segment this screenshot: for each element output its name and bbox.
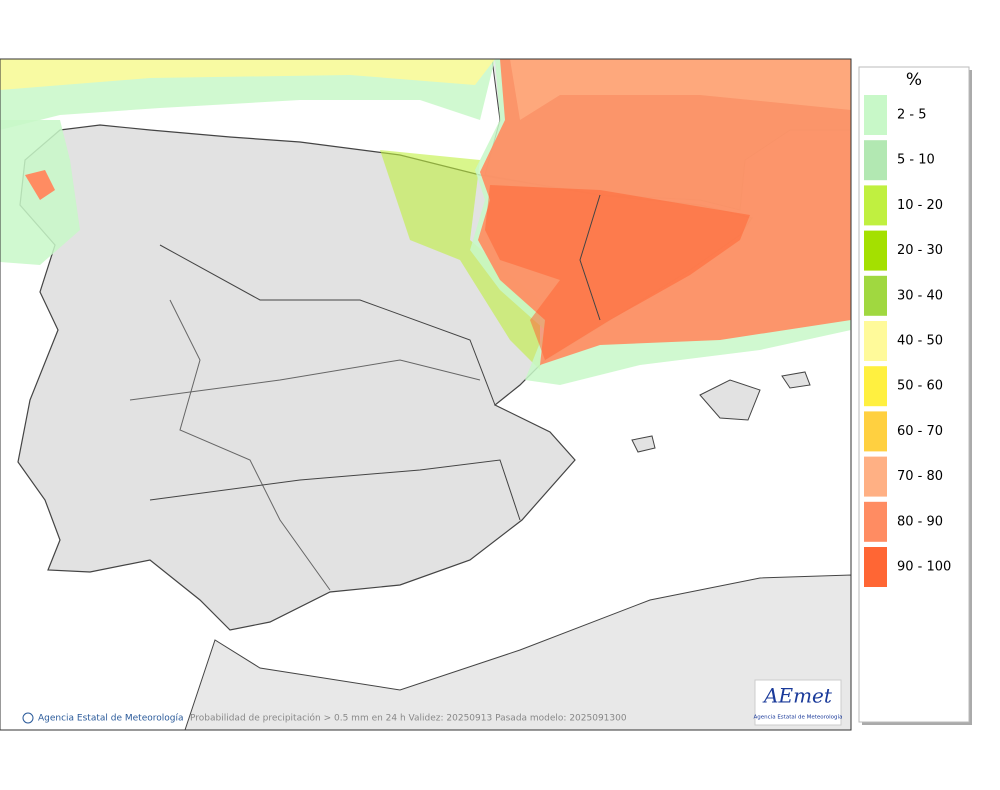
legend-label: 90 - 100 xyxy=(897,560,951,575)
legend-label: 70 - 80 xyxy=(897,469,943,484)
legend-swatch xyxy=(864,411,887,452)
legend-label: 40 - 50 xyxy=(897,334,943,349)
island xyxy=(699,379,761,421)
caption: Probabilidad de precipitación > 0.5 mm e… xyxy=(190,713,627,724)
legend-label: 2 - 5 xyxy=(897,108,927,123)
border xyxy=(169,299,331,591)
legend-label: 30 - 40 xyxy=(897,288,943,303)
legend-title: % xyxy=(906,70,922,90)
credit: Agencia Estatal de Meteorología xyxy=(38,714,184,724)
legend-swatch xyxy=(864,275,887,316)
legend: % 2 - 5 5 - 10 10 - 20 20 - 30 30 - 40 40 - 5… xyxy=(858,66,972,725)
border xyxy=(159,244,496,406)
precip-area xyxy=(380,150,540,370)
legend-label: 50 - 60 xyxy=(897,379,943,394)
legend-swatch xyxy=(864,140,887,181)
logo: AEmet xyxy=(762,684,833,708)
legend-swatch xyxy=(864,366,887,407)
island xyxy=(631,435,656,453)
map-frame xyxy=(0,58,852,731)
precip-area xyxy=(0,59,495,90)
legend-swatch xyxy=(864,185,887,226)
legend-swatch xyxy=(864,501,887,542)
legend-label: 10 - 20 xyxy=(897,198,943,213)
copyright-icon xyxy=(22,712,34,724)
legend-label: 60 - 70 xyxy=(897,424,943,439)
logo-subtitle: Agencia Estatal de Meteorología xyxy=(754,714,843,721)
precip-area xyxy=(510,59,851,120)
island xyxy=(781,371,811,389)
precip-area xyxy=(485,185,750,360)
map: Agencia Estatal de Meteorología Probabil… xyxy=(0,58,852,731)
legend-swatch xyxy=(864,547,887,587)
border xyxy=(579,194,601,321)
legend-label: 20 - 30 xyxy=(897,243,943,258)
border xyxy=(149,459,521,521)
legend-swatch xyxy=(864,321,887,361)
legend-swatch xyxy=(864,456,887,497)
precip-area xyxy=(25,170,55,200)
legend-label: 5 - 10 xyxy=(897,153,935,168)
logo-box xyxy=(754,679,842,726)
legend-swatch xyxy=(864,95,887,135)
legend-swatch xyxy=(864,230,887,271)
legend-label: 80 - 90 xyxy=(897,514,943,529)
border xyxy=(129,359,481,401)
